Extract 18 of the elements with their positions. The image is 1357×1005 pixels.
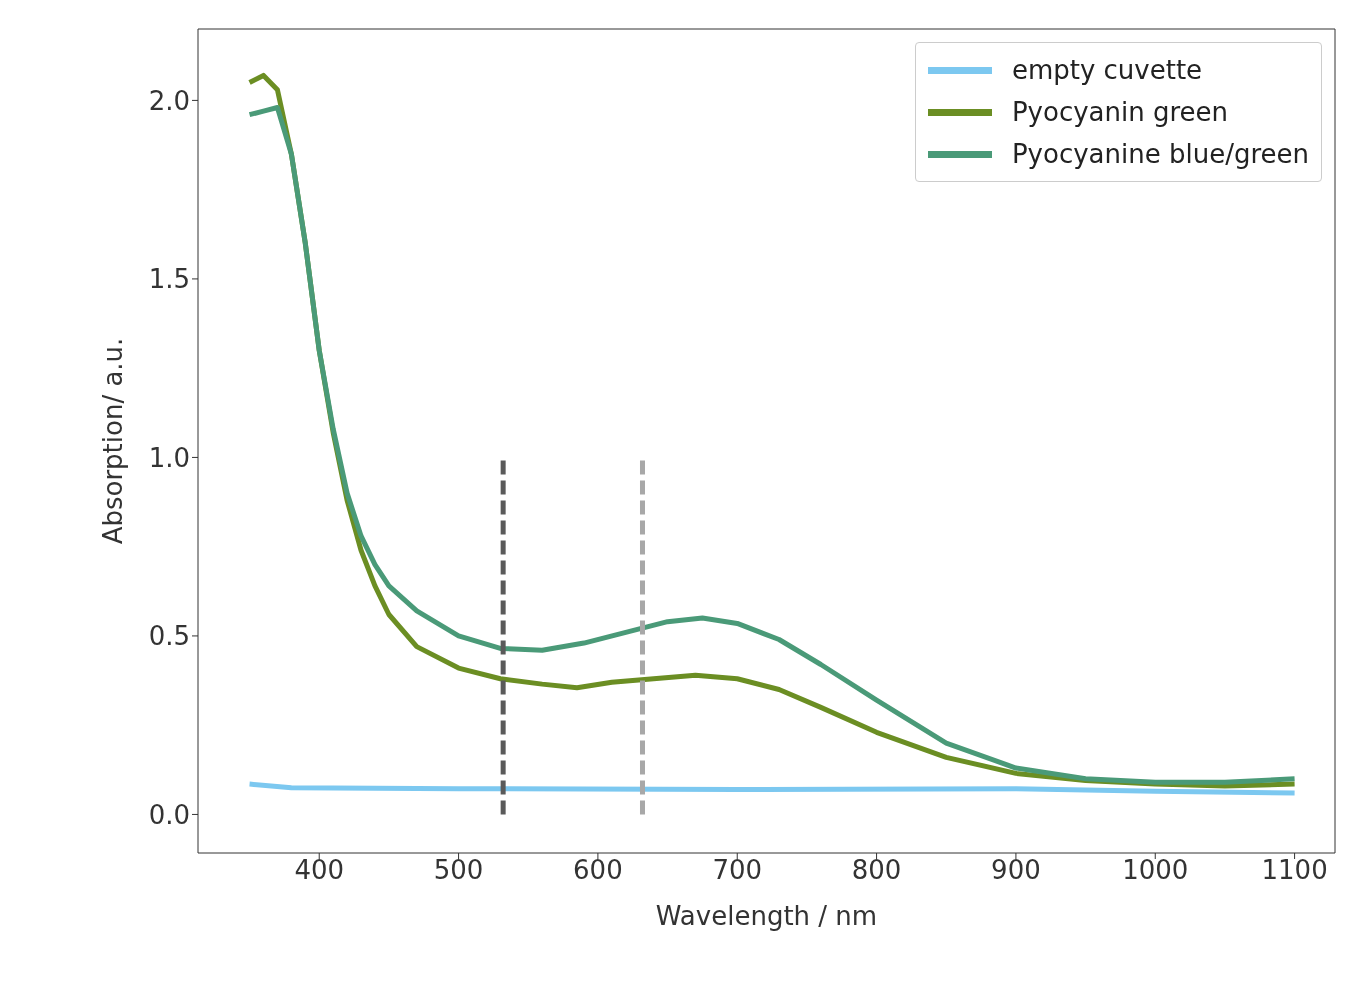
x-tick-label: 1100 <box>1261 855 1328 886</box>
y-tick-label: 1.0 <box>148 442 190 473</box>
y-tick-label: 1.5 <box>148 264 190 295</box>
x-tick-label: 800 <box>851 855 902 886</box>
legend-label: Pyocyanine blue/green <box>1011 138 1309 171</box>
legend-label: Pyocyanin green <box>1011 96 1229 129</box>
y-tick-label: 2.0 <box>148 85 190 116</box>
x-tick-label: 400 <box>294 855 345 886</box>
x-tick-label: 500 <box>433 855 484 886</box>
legend-label: empty cuvette <box>1011 54 1203 87</box>
x-tick-label: 1000 <box>1122 855 1189 886</box>
y-tick-label: 0.5 <box>148 621 190 652</box>
x-tick-label: 700 <box>712 855 763 886</box>
y-axis-title: Absorption/ a.u. <box>98 337 129 545</box>
x-tick-label: 600 <box>573 855 623 886</box>
x-tick-label: 900 <box>991 855 1041 886</box>
x-axis-title: Wavelength / nm <box>655 901 878 931</box>
y-tick-label: 0.0 <box>148 799 190 830</box>
